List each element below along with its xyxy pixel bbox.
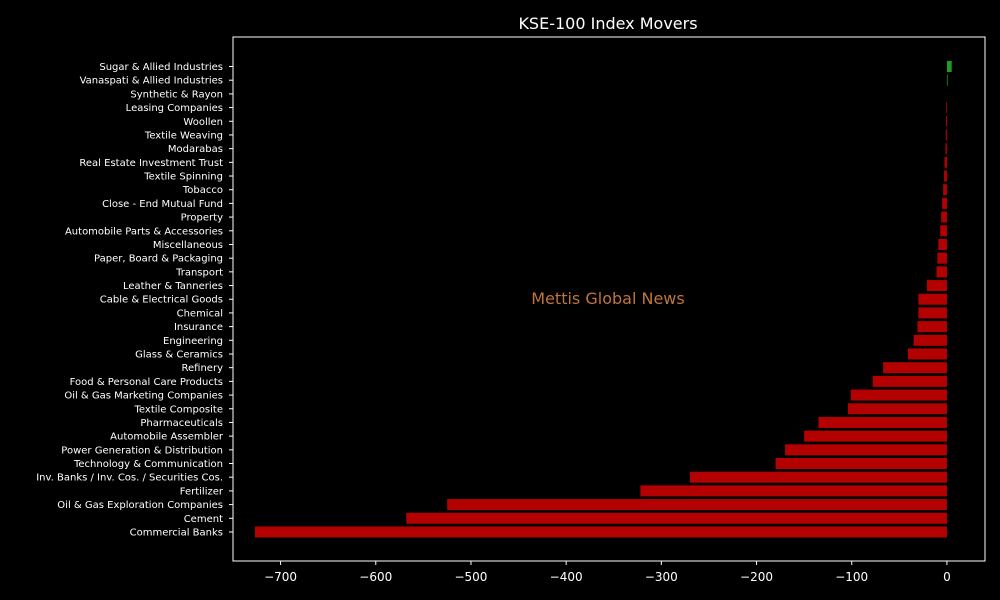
y-tick-label: Oil & Gas Exploration Companies (57, 500, 223, 511)
chart-title: KSE-100 Index Movers (518, 14, 697, 33)
bar (937, 252, 947, 264)
y-tick-label: Engineering (163, 336, 223, 347)
y-tick-label: Sugar & Allied Industries (99, 62, 223, 73)
bar (946, 74, 948, 86)
y-axis: Sugar & Allied Industries Vanaspati & All… (36, 62, 233, 538)
y-tick-label: Technology & Communication (73, 459, 223, 470)
bar (804, 430, 947, 442)
x-tick-label: −400 (550, 570, 583, 584)
x-tick-label: −700 (264, 570, 297, 584)
y-tick-label: Paper, Board & Packaging (94, 254, 223, 265)
bar (938, 238, 947, 250)
y-tick-label: Close - End Mutual Fund (102, 199, 223, 210)
bar (254, 526, 947, 538)
y-tick-label: Woollen (183, 117, 223, 128)
bar (942, 197, 947, 209)
x-tick-label: −100 (835, 570, 868, 584)
bar (883, 362, 947, 374)
bar (936, 266, 947, 278)
y-tick-label: Cable & Electrical Goods (100, 295, 223, 306)
bar (913, 334, 947, 346)
bar (945, 115, 947, 127)
x-axis: −700 −600 −500 −400 −300 −200 −100 0 (264, 561, 951, 584)
bar (818, 416, 947, 428)
bar (689, 471, 947, 483)
bar (945, 143, 947, 155)
bar (944, 156, 947, 168)
bar (940, 225, 947, 237)
y-tick-label: Cement (184, 514, 223, 525)
bar (907, 348, 947, 360)
bar (946, 61, 952, 72)
bar (944, 170, 947, 182)
bar (640, 485, 947, 497)
watermark-text: Mettis Global News (531, 289, 684, 308)
y-tick-label: Property (181, 213, 223, 224)
y-tick-label: Miscellaneous (153, 240, 223, 251)
y-tick-label: Modarabas (168, 144, 223, 155)
bars-group (254, 61, 952, 538)
bar (847, 403, 947, 415)
y-tick-label: Synthetic & Rayon (130, 89, 223, 100)
bar (946, 102, 947, 114)
y-tick-label: Food & Personal Care Products (70, 377, 223, 388)
bar (872, 375, 947, 387)
bar (917, 321, 947, 333)
y-tick-label: Fertilizer (180, 486, 224, 497)
y-tick-label: Real Estate Investment Trust (79, 158, 223, 169)
y-tick-label: Automobile Assembler (110, 432, 224, 443)
bar (918, 293, 947, 305)
bar (406, 512, 947, 524)
y-tick-label: Textile Spinning (143, 172, 223, 183)
y-tick-label: Refinery (182, 363, 224, 374)
y-tick-label: Tobacco (182, 185, 223, 196)
y-tick-label: Vanaspati & Allied Industries (80, 76, 223, 87)
y-tick-label: Chemical (177, 308, 223, 319)
y-tick-label: Commercial Banks (130, 527, 223, 538)
bar (785, 444, 947, 456)
bar (447, 499, 947, 511)
x-tick-label: −500 (454, 570, 487, 584)
bar (926, 280, 947, 292)
y-tick-label: Oil & Gas Marketing Companies (64, 391, 223, 402)
bar (943, 184, 947, 196)
bar (945, 129, 947, 141)
y-tick-label: Power Generation & Distribution (61, 445, 223, 456)
bar (918, 307, 947, 319)
y-tick-label: Glass & Ceramics (135, 349, 223, 360)
x-tick-label: −200 (740, 570, 773, 584)
y-tick-label: Automobile Parts & Accessories (65, 226, 223, 237)
y-tick-label: Leather & Tanneries (123, 281, 223, 292)
y-tick-label: Insurance (174, 322, 223, 333)
y-tick-label: Transport (175, 267, 223, 278)
y-tick-label: Textile Weaving (144, 130, 223, 141)
x-tick-label: −300 (645, 570, 678, 584)
y-tick-label: Leasing Companies (126, 103, 223, 114)
x-tick-label: 0 (943, 570, 951, 584)
bar (775, 458, 947, 470)
x-tick-label: −600 (359, 570, 392, 584)
y-tick-label: Pharmaceuticals (140, 418, 223, 429)
y-tick-label: Inv. Banks / Inv. Cos. / Securities Cos. (36, 473, 223, 484)
bar (941, 211, 947, 223)
y-tick-label: Textile Composite (134, 404, 223, 415)
bar (850, 389, 947, 401)
